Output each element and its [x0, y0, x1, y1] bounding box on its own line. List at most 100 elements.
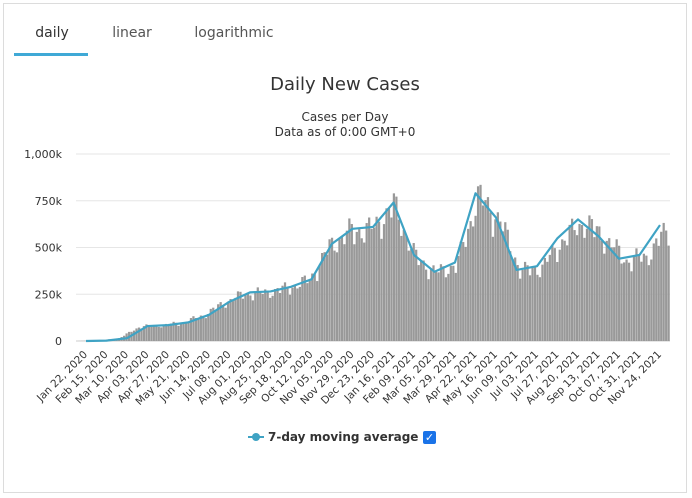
daily-bar — [400, 235, 403, 341]
daily-bar — [504, 222, 507, 341]
daily-bar — [142, 326, 146, 341]
daily-bar — [333, 250, 336, 341]
daily-bar — [613, 247, 616, 341]
daily-bar — [459, 241, 462, 341]
daily-bar — [286, 287, 289, 341]
daily-bar — [293, 285, 297, 341]
daily-bar — [219, 302, 222, 341]
daily-bar — [667, 245, 670, 341]
daily-bar — [511, 258, 514, 341]
daily-bar — [303, 275, 306, 341]
daily-bar — [655, 238, 658, 341]
active-tab-indicator — [14, 53, 88, 56]
daily-bar — [548, 254, 551, 341]
daily-bar — [328, 239, 331, 341]
daily-bar — [457, 256, 460, 341]
daily-bar — [583, 237, 586, 341]
daily-bar — [140, 328, 143, 341]
daily-bar — [187, 322, 190, 341]
moving-average-checkbox[interactable]: ✓ — [423, 431, 436, 444]
daily-bar — [298, 286, 301, 341]
daily-bar — [563, 240, 566, 341]
daily-bar — [593, 237, 596, 341]
daily-bar — [417, 265, 420, 341]
daily-bar — [370, 228, 373, 341]
daily-bar — [531, 267, 534, 341]
daily-bar — [373, 227, 376, 341]
daily-bar — [647, 265, 650, 341]
tab-logarithmic[interactable]: logarithmic — [194, 25, 274, 41]
daily-bar — [650, 259, 653, 341]
daily-bar — [452, 265, 455, 341]
daily-bar — [608, 238, 611, 341]
daily-bar — [194, 317, 198, 341]
daily-bar — [323, 252, 326, 341]
daily-bar — [390, 217, 393, 341]
daily-bar — [603, 253, 606, 341]
y-tick-label: 750k — [35, 195, 63, 208]
daily-bar — [543, 257, 547, 341]
daily-bar — [397, 219, 400, 341]
daily-bar — [335, 252, 339, 341]
daily-bar — [224, 307, 227, 341]
daily-bar — [202, 315, 205, 341]
daily-bar — [519, 278, 522, 341]
daily-bar — [536, 274, 539, 341]
daily-bar — [170, 323, 173, 341]
daily-bar — [147, 325, 151, 341]
daily-bar — [665, 230, 668, 341]
daily-bar — [241, 298, 245, 341]
daily-bar — [657, 245, 660, 341]
daily-bar — [521, 269, 524, 341]
daily-bar — [506, 229, 509, 341]
daily-bar — [288, 294, 292, 341]
daily-bar — [439, 264, 443, 341]
tab-daily[interactable]: daily — [35, 25, 69, 41]
daily-bar — [259, 291, 262, 341]
daily-bar — [382, 224, 386, 341]
daily-bar — [377, 221, 381, 341]
daily-bar — [244, 295, 247, 341]
daily-bar — [635, 248, 638, 341]
daily-bar — [561, 239, 564, 341]
daily-bar — [345, 230, 349, 341]
daily-bar — [395, 196, 398, 341]
daily-bar — [179, 323, 183, 341]
daily-bar — [296, 288, 299, 341]
legend-item[interactable]: 7-day moving average — [248, 428, 418, 446]
daily-bar — [234, 297, 237, 341]
daily-bar — [405, 235, 408, 341]
legend-label: 7-day moving average — [268, 430, 419, 444]
tab-linear[interactable]: linear — [112, 25, 152, 41]
daily-bar — [486, 197, 490, 341]
daily-bar — [632, 255, 636, 341]
daily-bar — [556, 262, 559, 341]
daily-bar — [598, 226, 601, 341]
daily-bar — [321, 253, 324, 341]
daily-bar — [363, 242, 366, 341]
daily-bar — [462, 242, 465, 341]
daily-bar — [454, 272, 457, 341]
daily-bar — [325, 254, 329, 341]
daily-bar — [573, 230, 576, 341]
y-tick-label: 0 — [55, 335, 62, 348]
daily-bar — [469, 221, 472, 341]
daily-bar — [212, 307, 215, 341]
daily-bar — [155, 325, 158, 341]
daily-bar — [605, 240, 608, 341]
daily-bar — [514, 257, 517, 341]
daily-bar — [197, 318, 200, 341]
daily-bar — [343, 244, 346, 341]
daily-bar — [588, 215, 591, 341]
daily-bar — [420, 260, 423, 341]
daily-bar — [479, 184, 482, 341]
daily-bar — [226, 301, 230, 341]
chart-subtitle-line-1: Cases per Day — [301, 110, 389, 124]
daily-bar — [239, 291, 242, 341]
daily-bar — [231, 301, 235, 341]
daily-bar — [575, 235, 579, 341]
daily-bar — [523, 261, 527, 341]
daily-bar — [533, 266, 537, 341]
daily-bar — [509, 251, 512, 341]
daily-bar — [627, 262, 631, 341]
